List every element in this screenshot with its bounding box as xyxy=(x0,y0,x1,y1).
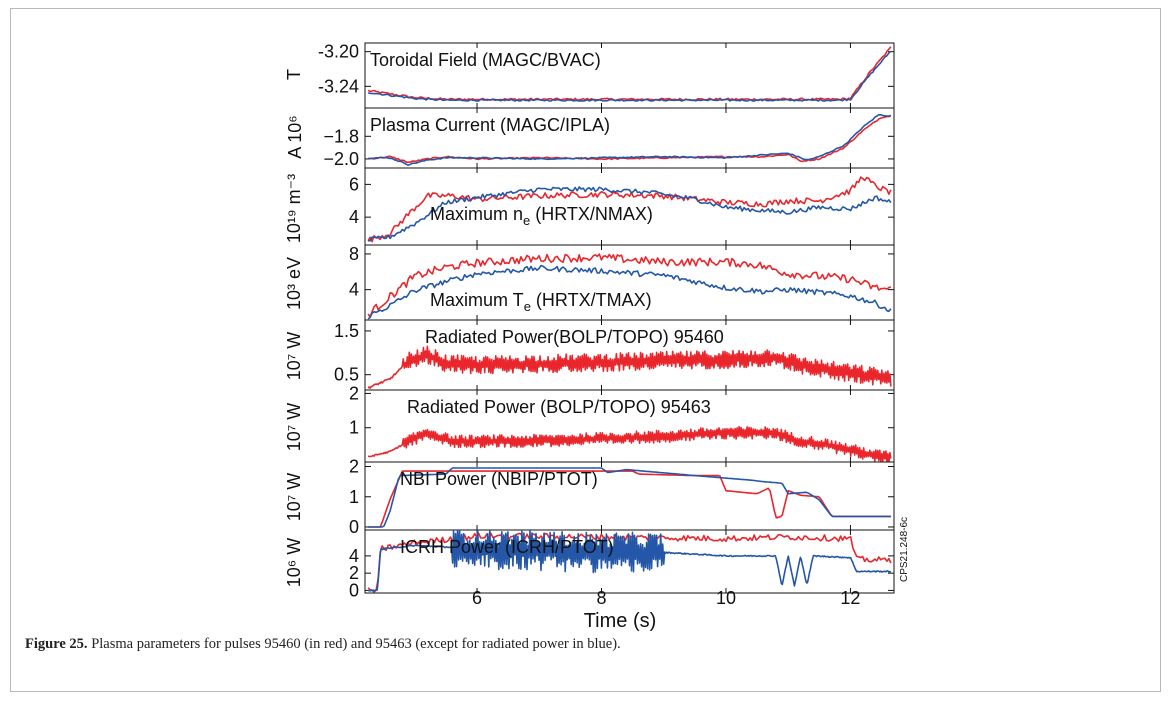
y-tick-label: -3.20 xyxy=(318,42,359,62)
panel-title: Maximum ne (HRTX/NMAX) xyxy=(430,204,653,228)
caption-label: Figure 25. xyxy=(25,636,88,652)
panel-title-main: Maximum n xyxy=(430,204,523,224)
panel-radiated-power-95463: 2 1 10⁷ W Radiated Power (BOLP/TOPO) 95463 xyxy=(284,383,895,463)
y-tick-label: 0.5 xyxy=(334,365,359,385)
panel-title: Toroidal Field (MAGC/BVAC) xyxy=(370,50,601,70)
panel-title-main: Maximum T xyxy=(430,290,524,310)
y-unit-label: 10³ eV xyxy=(284,257,304,310)
series-line-red xyxy=(367,345,892,389)
y-tick-label: -3.24 xyxy=(318,76,359,96)
panel-toroidal-field: -3.20 -3.24 T Toroidal Field (MAGC/BVAC) xyxy=(284,42,895,109)
panel-title: Radiated Power(BOLP/TOPO) 95460 xyxy=(425,327,724,347)
y-unit-label: 10¹⁹ m⁻³ xyxy=(284,174,304,243)
series-line-red xyxy=(367,425,892,462)
panel-icrh-power: 420 10⁶ W ICRH Power (ICRH/PTOT) xyxy=(284,529,895,600)
panel-title: ICRH Power (ICRH/PTOT) xyxy=(400,537,614,557)
x-tick-label: 12 xyxy=(840,588,860,608)
y-tick-label: 2 xyxy=(349,383,359,403)
panel-max-density: 6 4 10¹⁹ m⁻³ Maximum ne (HRTX/NMAX) xyxy=(284,167,895,246)
y-tick-label: 4 xyxy=(349,546,359,566)
y-tick-label: 2 xyxy=(349,457,359,477)
series-line-red xyxy=(367,253,892,318)
y-unit-label: T xyxy=(284,69,304,80)
panel-radiated-power-95460: 1.5 0.5 10⁷ W Radiated Power(BOLP/TOPO) 954… xyxy=(284,319,895,391)
y-tick-label: −1.8 xyxy=(323,126,359,146)
panel-title-tail: (HRTX/TMAX) xyxy=(531,290,652,310)
figure-caption: Figure 25. Plasma parameters for pulses … xyxy=(25,636,1145,653)
x-tick-label: 6 xyxy=(472,588,482,608)
series-line-blue xyxy=(368,467,891,528)
series-line-blue xyxy=(367,264,892,320)
series-line-red xyxy=(367,176,892,243)
panel-title: Plasma Current (MAGC/IPLA) xyxy=(370,115,610,135)
series-line-blue xyxy=(367,530,892,592)
panel-plasma-current: −1.8 −2.0 A 10⁶ Plasma Current (MAGC/IPLA) xyxy=(285,107,895,169)
panel-title: Maximum Te (HRTX/TMAX) xyxy=(430,290,652,314)
panel-title-sub: e xyxy=(524,299,531,314)
y-tick-label: 4 xyxy=(349,207,359,227)
panel-title-sub: e xyxy=(523,213,530,228)
y-unit-label: 10⁷ W xyxy=(284,473,304,522)
series-line-blue xyxy=(368,113,892,166)
panel-title: Radiated Power (BOLP/TOPO) 95463 xyxy=(407,397,711,417)
y-tick-label: 1 xyxy=(349,487,359,507)
series-line-red xyxy=(368,470,891,528)
x-tick-label: 8 xyxy=(596,588,606,608)
y-tick-label: 2 xyxy=(349,563,359,583)
y-unit-label: 10⁷ W xyxy=(284,403,304,452)
y-tick-label: 1.5 xyxy=(334,321,359,341)
panel-nbi-power: 2 1 0 10⁷ W NBI Power (NBIP/PTOT) xyxy=(284,457,895,537)
panel-max-temperature: 8 4 10³ eV Maximum Te (HRTX/TMAX) xyxy=(284,244,895,321)
series-line-blue xyxy=(368,186,892,242)
y-unit-label: 10⁷ W xyxy=(284,332,304,381)
panel-frame xyxy=(364,529,895,594)
y-tick-label: 4 xyxy=(349,280,359,300)
y-tick-label: 1 xyxy=(349,418,359,438)
x-axis-label: Time (s) xyxy=(584,610,657,632)
panel-title: NBI Power (NBIP/PTOT) xyxy=(400,469,598,489)
panel-title-tail: (HRTX/NMAX) xyxy=(530,204,653,224)
y-tick-label: 0 xyxy=(349,580,359,600)
y-tick-label: 8 xyxy=(349,244,359,264)
y-tick-label: 0 xyxy=(349,517,359,537)
side-code: CPS21.248-6c xyxy=(899,517,910,582)
y-tick-label: 6 xyxy=(349,174,359,194)
y-unit-label: 10⁶ W xyxy=(284,538,304,587)
series-line-blue xyxy=(367,50,892,102)
y-unit-label: A 10⁶ xyxy=(285,115,305,158)
caption-text: Plasma parameters for pulses 95460 (in r… xyxy=(87,636,621,652)
x-tick-label: 10 xyxy=(716,588,736,608)
y-tick-label: −2.0 xyxy=(323,149,359,169)
figure-frame xyxy=(10,8,1161,692)
